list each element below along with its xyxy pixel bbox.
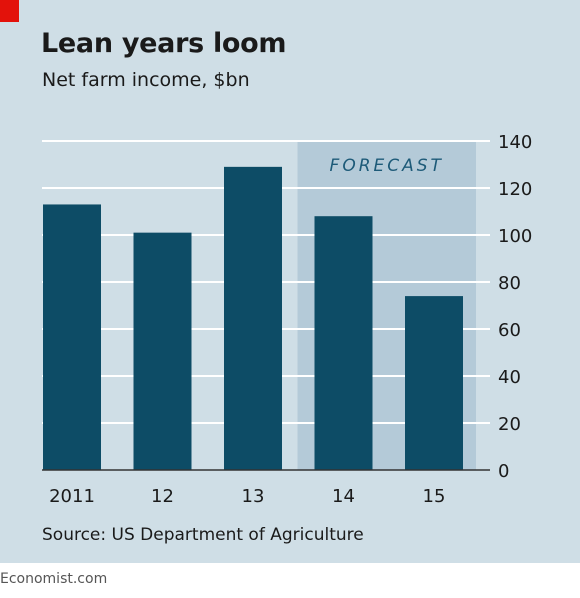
- bar: [224, 166, 282, 470]
- y-tick-label: 60: [498, 320, 521, 341]
- chart-subtitle: Net farm income, $bn: [42, 69, 250, 91]
- x-tick-label: 13: [242, 486, 265, 507]
- x-tick-label: 14: [332, 486, 355, 507]
- x-tick-label: 15: [423, 486, 446, 507]
- y-tick-label: 140: [498, 132, 532, 153]
- chart-title: Lean years loom: [41, 28, 287, 59]
- x-tick-label: 12: [151, 486, 174, 507]
- bar-chart: FORECAST 0 20 40 60 80 100 120 140 2011 12 13 14 15: [42, 132, 532, 507]
- y-tick-label: 40: [498, 367, 521, 388]
- source-note: Source: US Department of Agriculture: [42, 525, 364, 545]
- bar: [405, 296, 463, 470]
- forecast-label: FORECAST: [330, 156, 444, 176]
- red-corner-tag: [0, 0, 19, 22]
- bar: [133, 232, 192, 470]
- bar: [43, 204, 101, 470]
- y-tick-label: 120: [498, 179, 532, 200]
- bar: [314, 216, 373, 470]
- y-tick-label: 20: [498, 414, 521, 435]
- x-tick-label: 2011: [49, 486, 95, 507]
- y-tick-label: 80: [498, 273, 521, 294]
- y-tick-label: 0: [498, 461, 509, 482]
- chart-panel: Lean years loom Net farm income, $bn FOR…: [0, 0, 580, 563]
- y-tick-label: 100: [498, 226, 532, 247]
- brand-credit: Economist.com: [0, 571, 108, 587]
